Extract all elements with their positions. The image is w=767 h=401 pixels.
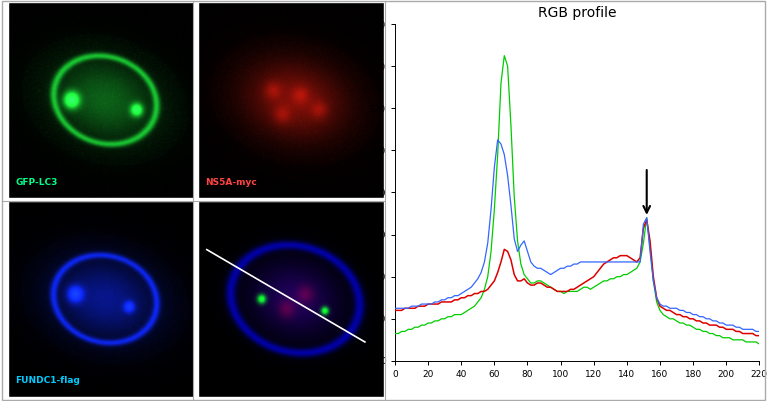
Text: NS5A-myc: NS5A-myc xyxy=(205,178,257,187)
Title: RGB profile: RGB profile xyxy=(538,6,617,20)
Text: FUNDC1-flag: FUNDC1-flag xyxy=(15,376,80,385)
Text: GFP-LC3: GFP-LC3 xyxy=(15,178,58,187)
